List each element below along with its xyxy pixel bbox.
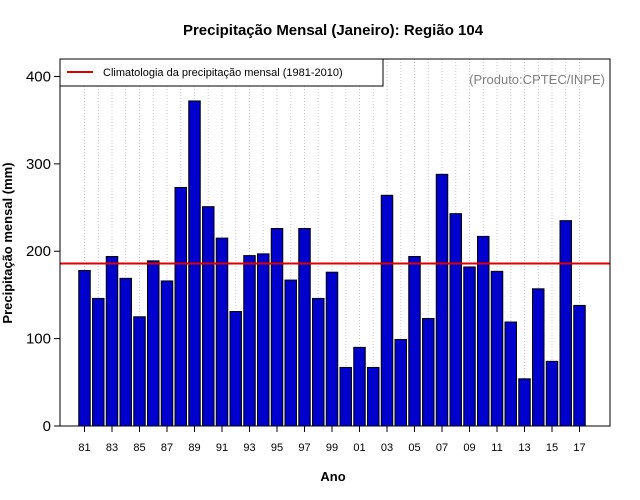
- x-tick-label: 91: [216, 442, 228, 454]
- bar-1984: [119, 277, 132, 427]
- bar-1996: [284, 279, 297, 427]
- legend: Climatologia da precipitação mensal (198…: [59, 58, 384, 87]
- bar-2009: [463, 266, 476, 427]
- x-tick-label: 93: [243, 442, 255, 454]
- bar-1997: [298, 228, 311, 427]
- bar-2014: [532, 288, 545, 427]
- bar-1988: [174, 186, 187, 427]
- bar-2001: [353, 346, 366, 427]
- bar-1992: [229, 311, 242, 427]
- y-tick-label: 400: [26, 68, 51, 85]
- bar-1983: [105, 255, 119, 427]
- x-tick-label: 95: [271, 442, 283, 454]
- x-tick-label: 11: [491, 442, 502, 454]
- bar-1998: [312, 297, 325, 427]
- x-tick-label: 81: [78, 442, 90, 454]
- bar-2005: [408, 255, 421, 427]
- bar-2008: [449, 213, 462, 427]
- x-tick-label: 07: [436, 442, 448, 454]
- x-tick-label: 85: [133, 442, 145, 454]
- bar-2000: [339, 366, 352, 427]
- x-tick-label: 87: [161, 442, 173, 454]
- bar-2013: [518, 378, 531, 427]
- bar-1994: [257, 253, 270, 427]
- legend-box: [59, 58, 384, 87]
- legend-label: Climatologia da precipitação mensal (198…: [103, 67, 343, 79]
- bar-2017: [573, 304, 586, 427]
- y-tick-label: 0: [43, 418, 51, 435]
- x-axis: 81 83 85 87 89 91 93 95 97 99 01 03 05 07 09 11 13 15 17: [78, 426, 586, 454]
- x-tick-label: 83: [106, 442, 118, 454]
- y-axis-label: Precipitação mensal (mm): [0, 162, 15, 323]
- credit-text: (Produto:CPTEC/INPE): [469, 72, 605, 87]
- bar-2012: [504, 321, 517, 427]
- x-tick-label: 99: [326, 442, 338, 454]
- bar-2016: [559, 220, 572, 427]
- bar-1990: [202, 206, 215, 427]
- x-tick-label: 13: [518, 442, 530, 454]
- y-tick-label: 300: [26, 156, 51, 173]
- bar-2003: [380, 194, 394, 427]
- bar-2004: [394, 338, 407, 427]
- bar-2007: [435, 173, 449, 427]
- x-tick-label: 15: [546, 442, 558, 454]
- bar-2006: [422, 318, 435, 427]
- bar-1986: [147, 260, 160, 427]
- x-axis-label: Ano: [320, 469, 345, 484]
- bar-1991: [215, 237, 229, 427]
- bar-1999: [325, 271, 339, 427]
- bar-1995: [270, 228, 284, 427]
- bars: [78, 100, 586, 427]
- bar-2002: [367, 366, 380, 427]
- x-tick-label: 97: [298, 442, 310, 454]
- y-tick-label: 100: [26, 331, 51, 348]
- y-tick-label: 200: [26, 243, 51, 260]
- chart-title: Precipitação Mensal (Janeiro): Região 10…: [183, 22, 484, 39]
- bar-1981: [78, 269, 91, 427]
- x-tick-label: 17: [573, 442, 585, 454]
- bar-2011: [490, 270, 504, 427]
- x-tick-label: 01: [353, 442, 365, 454]
- y-axis: 0 100 200 300 400: [26, 68, 60, 435]
- x-tick-label: 03: [381, 442, 393, 454]
- bar-1982: [92, 297, 105, 427]
- bar-1993: [243, 255, 256, 427]
- bar-2015: [545, 360, 559, 427]
- bar-1985: [133, 316, 146, 427]
- x-tick-label: 05: [408, 442, 420, 454]
- x-tick-label: 89: [188, 442, 200, 454]
- bar-2010: [477, 235, 490, 427]
- bar-1987: [160, 280, 174, 427]
- x-tick-label: 09: [463, 442, 475, 454]
